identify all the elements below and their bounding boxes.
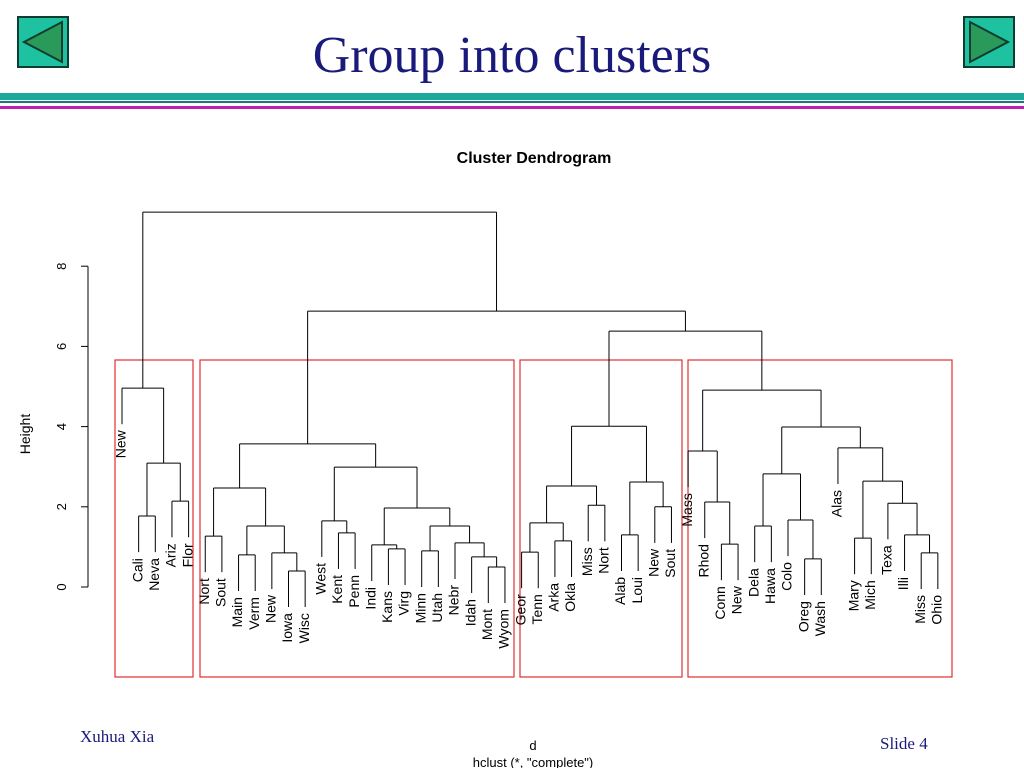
leaf-label: Alas [829, 490, 845, 517]
y-tick-label: 6 [54, 343, 69, 350]
leaf-label: Idah [462, 599, 478, 626]
leaf-label: Dela [745, 568, 761, 597]
leaf-label: Colo [779, 562, 795, 591]
leaf-label: Loui [629, 577, 645, 603]
prev-button[interactable] [17, 16, 69, 68]
leaf-label: Utah [429, 593, 445, 623]
leaf-label: Okla [562, 583, 578, 612]
rule-thin [0, 101, 1024, 103]
leaf-label: West [313, 563, 329, 595]
subtitle: hclust (*, "complete") [473, 755, 594, 768]
leaf-label: Conn [712, 586, 728, 619]
y-tick-label: 8 [54, 263, 69, 270]
leaf-label: Penn [346, 575, 362, 608]
y-tick-label: 4 [54, 423, 69, 430]
y-axis-label: Height [17, 414, 33, 455]
leaf-label: Hawa [762, 568, 778, 604]
author: Xuhua Xia [80, 727, 155, 746]
y-tick-label: 0 [54, 583, 69, 590]
cluster-boxes [114, 359, 953, 678]
leaf-label: Wyom [496, 609, 512, 649]
leaf-label: Wisc [296, 613, 312, 643]
slide-number: Slide 4 [880, 734, 928, 753]
leaf-label: Nebr [446, 585, 462, 616]
leaf-label: Mary [845, 580, 861, 611]
leaf-label: Alab [612, 577, 628, 605]
x-axis-label: d [529, 738, 536, 753]
rule-magenta [0, 106, 1024, 109]
leaf-label: Tenn [529, 594, 545, 624]
leaf-label: Main [229, 597, 245, 627]
leaf-label: Indi [362, 587, 378, 610]
leaf-label: Mass [679, 493, 695, 526]
leaf-label: Virg [396, 591, 412, 616]
slide-title: Group into clusters [313, 27, 712, 84]
leaf-label: Oreg [795, 601, 811, 632]
leaf-label: Nort [196, 578, 212, 605]
chart-title: Cluster Dendrogram [457, 150, 612, 167]
leaf-label: Illi [895, 577, 911, 590]
leaf-label: Rhod [695, 544, 711, 577]
leaf-label: New [646, 548, 662, 577]
leaf-label: Sout [213, 578, 229, 607]
leaf-label: Ohio [929, 595, 945, 625]
leaf-label: Kent [329, 575, 345, 604]
leaf-label: Minn [412, 593, 428, 623]
leaf-label: Mich [862, 580, 878, 610]
leaf-label: Neva [146, 558, 162, 591]
leaf-label: New [263, 594, 279, 623]
leaf-label: Flor [179, 543, 195, 567]
next-button[interactable] [963, 16, 1015, 68]
leaf-label: Mont [479, 609, 495, 640]
leaf-label: Texa [879, 545, 895, 575]
leaf-label: Iowa [279, 613, 295, 643]
leaf-label: Miss [579, 547, 595, 576]
leaf-label: Arka [546, 583, 562, 612]
leaf-label: New [113, 429, 129, 458]
leaf-label: Nort [596, 547, 612, 574]
y-tick-label: 2 [54, 503, 69, 510]
leaf-label: Verm [246, 597, 262, 630]
leaf-label: Wash [812, 601, 828, 636]
leaf-label: New [729, 585, 745, 614]
leaf-label: Sout [662, 549, 678, 578]
leaf-label: Miss [912, 595, 928, 624]
leaf-label: Geor [512, 594, 528, 625]
leaf-label: Kans [379, 591, 395, 623]
rule-teal [0, 93, 1024, 100]
leaf-label: Ariz [163, 543, 179, 567]
leaf-label: Cali [129, 558, 145, 582]
